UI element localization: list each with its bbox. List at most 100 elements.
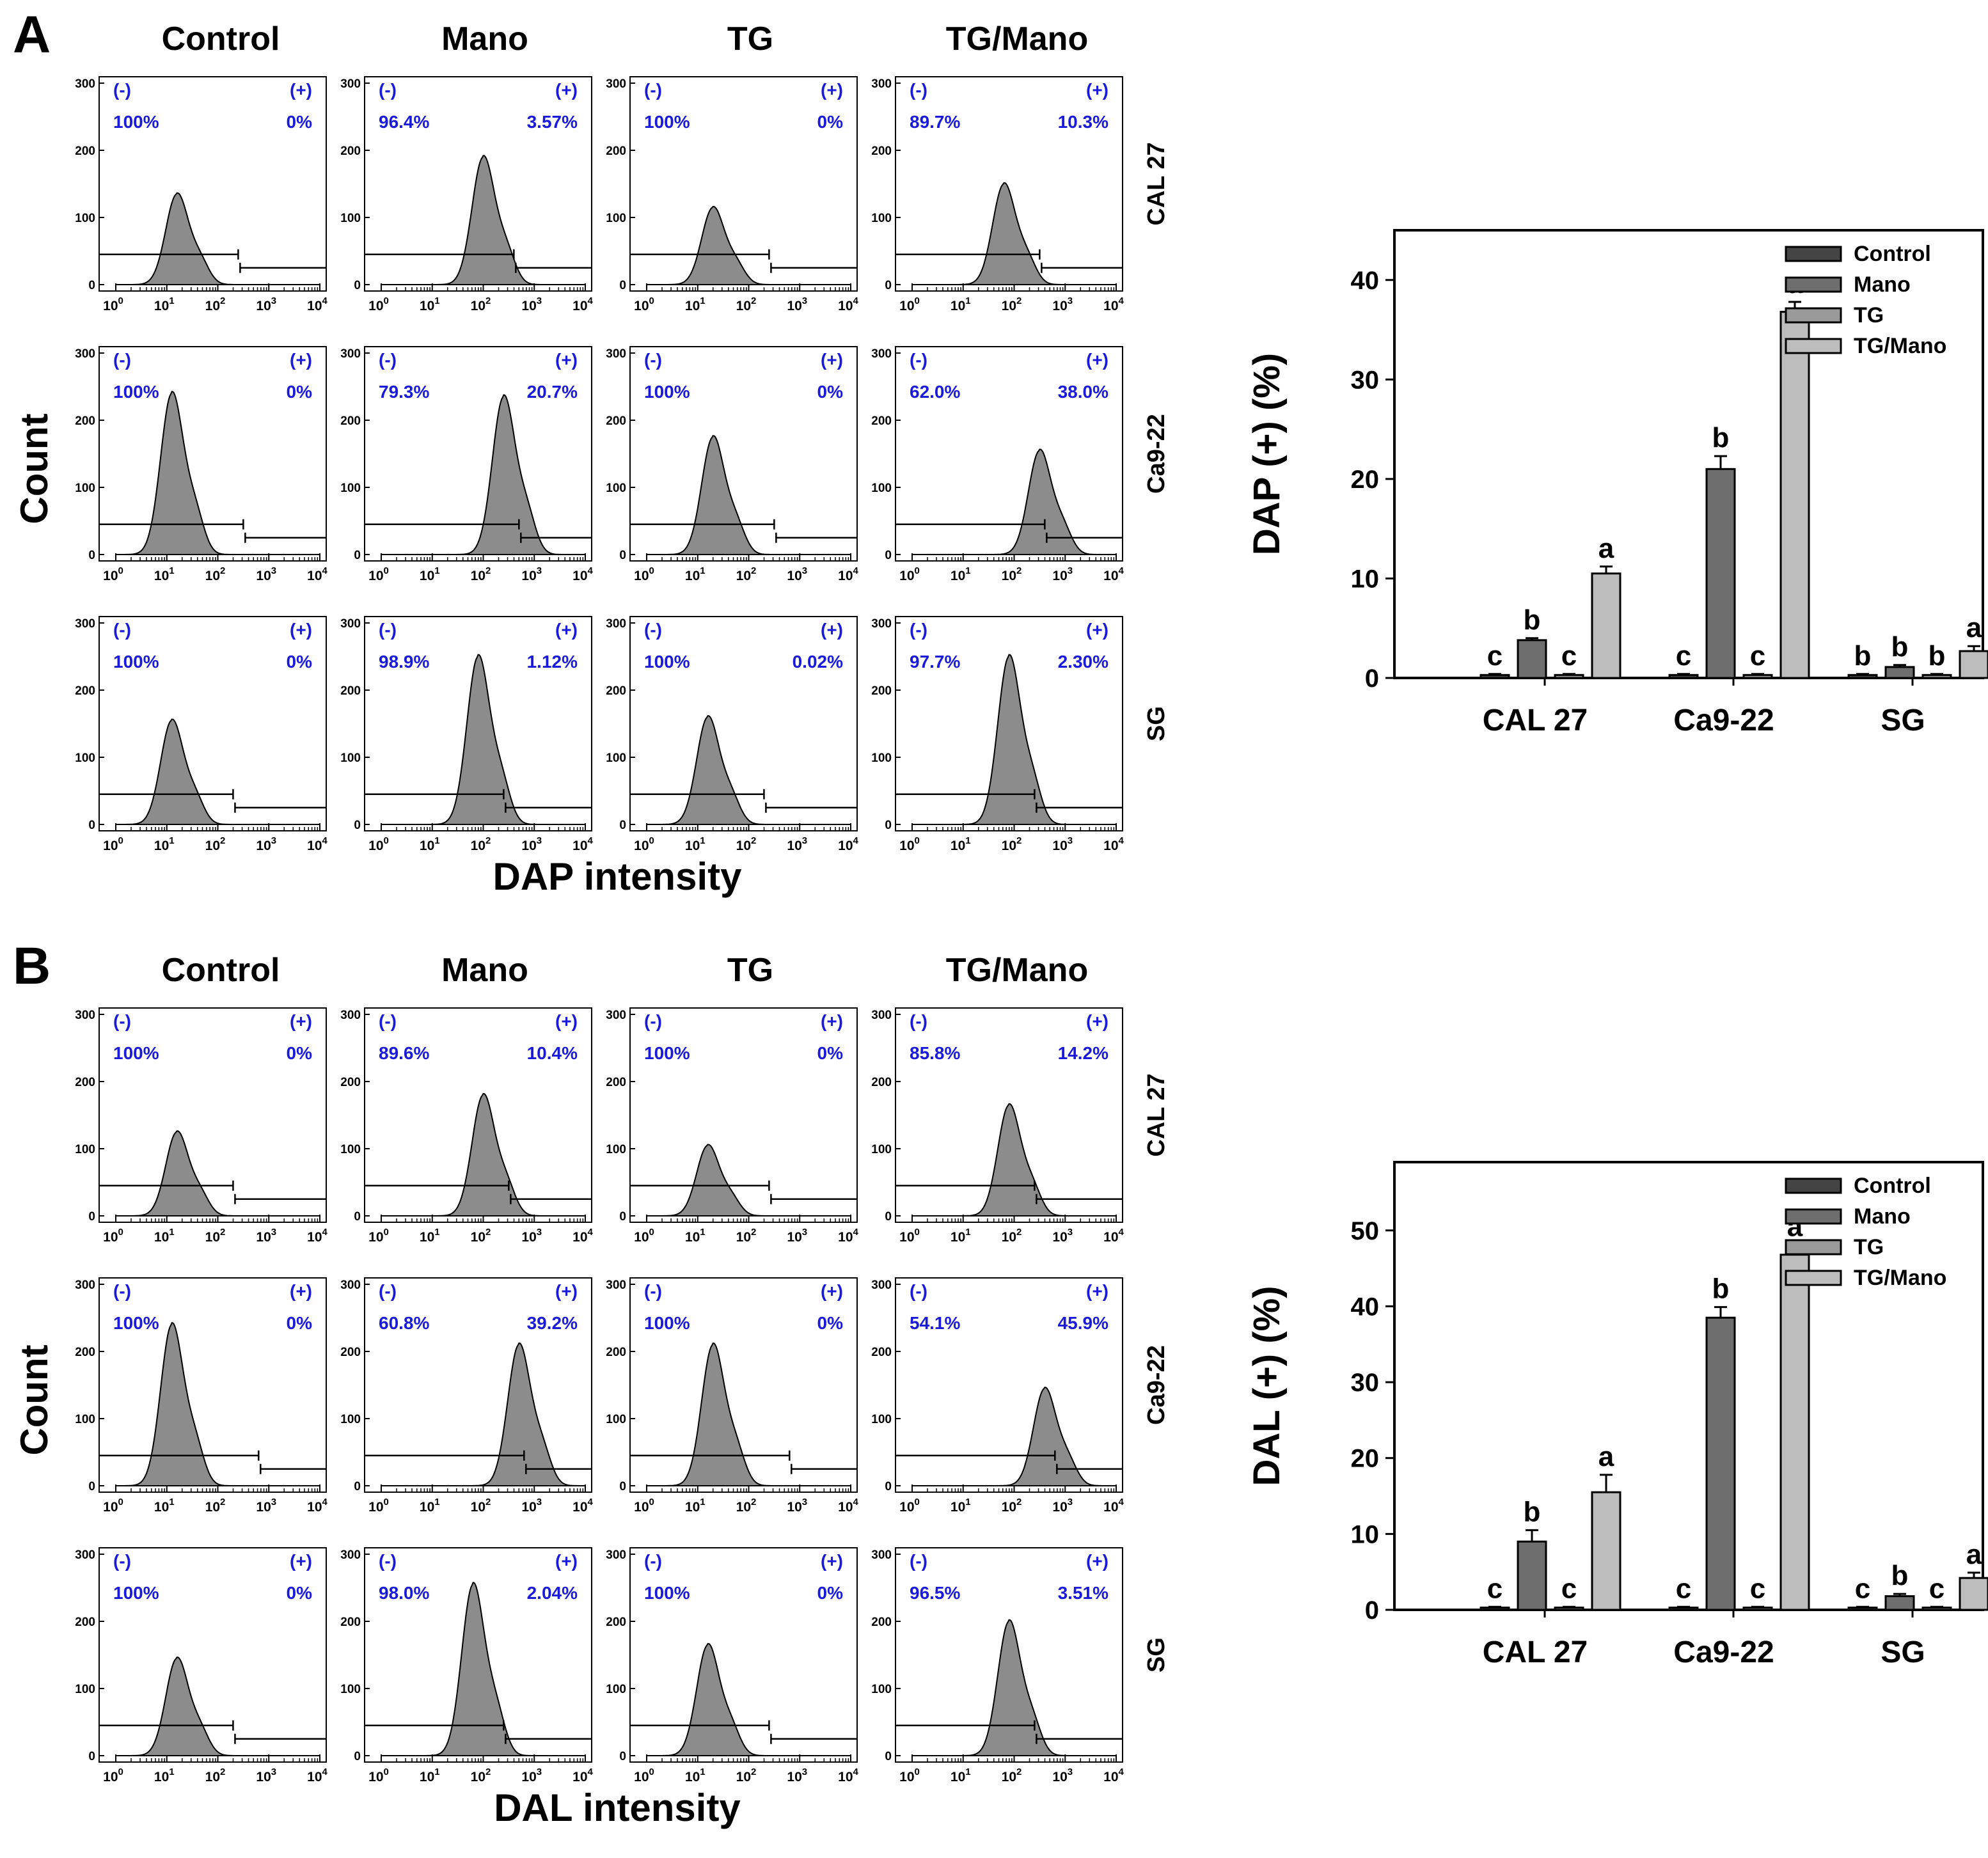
x-tick-exponent: 1 bbox=[169, 1497, 174, 1508]
y-tick-label: 200 bbox=[340, 1616, 361, 1629]
x-tick-label: 103 bbox=[1052, 835, 1073, 853]
y-tick-label: 200 bbox=[340, 684, 361, 698]
x-tick-label: 102 bbox=[1002, 835, 1022, 853]
positive-percent: 2.30% bbox=[1058, 652, 1108, 672]
x-tick-label: 103 bbox=[256, 1497, 276, 1515]
x-tick-exponent: 1 bbox=[965, 295, 970, 306]
y-tick-label: 200 bbox=[871, 414, 892, 428]
histogram-curve bbox=[647, 1144, 851, 1216]
x-tick-exponent: 4 bbox=[1119, 1227, 1124, 1238]
negative-gate-label: (-) bbox=[113, 1011, 131, 1031]
negative-percent: 60.8% bbox=[379, 1313, 429, 1333]
x-tick-label: 104 bbox=[838, 1767, 858, 1784]
x-tick-label: 104 bbox=[307, 1227, 327, 1245]
x-tick-exponent: 0 bbox=[384, 565, 389, 576]
x-tick-exponent: 1 bbox=[434, 1227, 439, 1238]
x-tick-exponent: 1 bbox=[434, 565, 439, 576]
x-tick-label: 101 bbox=[951, 295, 971, 313]
x-tick-exponent: 0 bbox=[118, 565, 123, 576]
significance-letter: c bbox=[1750, 1573, 1765, 1604]
significance-letter: c bbox=[1750, 640, 1765, 672]
y-tick-label: 200 bbox=[75, 1616, 95, 1629]
y-tick-label: 300 bbox=[871, 1548, 892, 1562]
x-tick-exponent: 4 bbox=[853, 565, 859, 576]
x-tick-exponent: 3 bbox=[537, 295, 542, 306]
negative-percent: 85.8% bbox=[910, 1043, 960, 1063]
condition-header: Mano bbox=[441, 952, 528, 989]
x-tick-exponent: 2 bbox=[751, 835, 756, 846]
x-tick-label: 104 bbox=[1103, 835, 1124, 853]
y-tick-label: 100 bbox=[871, 1683, 892, 1696]
x-tick-exponent: 0 bbox=[118, 1767, 123, 1777]
x-tick-label: 100 bbox=[368, 1497, 389, 1515]
bar-y-tick-label: 10 bbox=[1351, 565, 1380, 593]
negative-percent: 97.7% bbox=[910, 652, 960, 672]
x-tick-label: 100 bbox=[899, 1227, 920, 1245]
x-tick-label: 100 bbox=[368, 1767, 389, 1784]
x-tick-label: 102 bbox=[1002, 1227, 1022, 1245]
x-tick-exponent: 4 bbox=[853, 1767, 859, 1777]
bar bbox=[1779, 311, 1810, 679]
y-tick-label: 100 bbox=[606, 212, 626, 225]
x-tick-label: 102 bbox=[205, 1767, 226, 1784]
x-tick-exponent: 3 bbox=[802, 1767, 807, 1777]
x-tick-exponent: 0 bbox=[649, 1227, 654, 1238]
negative-gate-label: (-) bbox=[113, 350, 131, 370]
plot-frame bbox=[364, 1277, 592, 1493]
panel-letter: B bbox=[13, 937, 51, 995]
x-tick-exponent: 1 bbox=[169, 1767, 174, 1777]
negative-gate-label: (-) bbox=[910, 1011, 927, 1031]
negative-gate-label: (-) bbox=[644, 1551, 662, 1571]
y-tick-label: 300 bbox=[340, 77, 361, 91]
x-tick-exponent: 3 bbox=[537, 1227, 542, 1238]
x-tick-label: 104 bbox=[307, 1767, 327, 1784]
y-tick-label: 100 bbox=[606, 1683, 626, 1696]
x-tick-exponent: 0 bbox=[915, 1227, 920, 1238]
x-tick-label: 100 bbox=[634, 295, 654, 313]
x-tick-exponent: 1 bbox=[700, 1227, 705, 1238]
x-tick-label: 100 bbox=[634, 1497, 654, 1515]
bar-category-label: SG bbox=[1881, 704, 1925, 737]
x-tick-exponent: 4 bbox=[1119, 835, 1124, 846]
x-tick-label: 104 bbox=[307, 565, 327, 583]
positive-gate-label: (+) bbox=[555, 1551, 578, 1571]
x-tick-label: 102 bbox=[471, 1227, 491, 1245]
x-tick-label: 101 bbox=[685, 1497, 706, 1515]
y-tick-label: 100 bbox=[871, 1413, 892, 1426]
x-tick-exponent: 1 bbox=[434, 835, 439, 846]
y-tick-label: 0 bbox=[619, 1480, 626, 1493]
histogram-curve bbox=[381, 654, 585, 825]
x-tick-exponent: 3 bbox=[802, 1227, 807, 1238]
x-tick-label: 103 bbox=[256, 835, 276, 853]
x-tick-label: 104 bbox=[1103, 1227, 1124, 1245]
x-tick-exponent: 0 bbox=[649, 835, 654, 846]
x-tick-label: 103 bbox=[1052, 1497, 1073, 1515]
x-tick-label: 100 bbox=[103, 295, 123, 313]
y-tick-label: 0 bbox=[354, 1480, 361, 1493]
bar-y-tick-label: 40 bbox=[1351, 1293, 1380, 1321]
y-tick-label: 100 bbox=[340, 212, 361, 225]
bar-category-label: Ca9-22 bbox=[1673, 1635, 1774, 1669]
significance-letter: a bbox=[1966, 612, 1982, 643]
negative-gate-label: (-) bbox=[644, 80, 662, 100]
x-tick-exponent: 3 bbox=[802, 835, 807, 846]
x-tick-label: 104 bbox=[307, 1497, 327, 1515]
x-tick-label: 103 bbox=[787, 295, 807, 313]
bar bbox=[1554, 673, 1584, 679]
positive-gate-label: (+) bbox=[290, 1551, 312, 1571]
positive-gate-label: (+) bbox=[1086, 1281, 1108, 1301]
x-tick-exponent: 3 bbox=[271, 295, 276, 306]
x-tick-label: 100 bbox=[899, 1497, 920, 1515]
y-tick-label: 200 bbox=[606, 1076, 626, 1089]
negative-gate-label: (-) bbox=[910, 1281, 927, 1301]
x-tick-exponent: 0 bbox=[384, 1227, 389, 1238]
x-tick-exponent: 4 bbox=[853, 1227, 859, 1238]
y-tick-label: 300 bbox=[871, 347, 892, 361]
x-tick-label: 101 bbox=[685, 565, 706, 583]
plot-frame bbox=[99, 1547, 327, 1763]
x-tick-label: 103 bbox=[521, 565, 542, 583]
